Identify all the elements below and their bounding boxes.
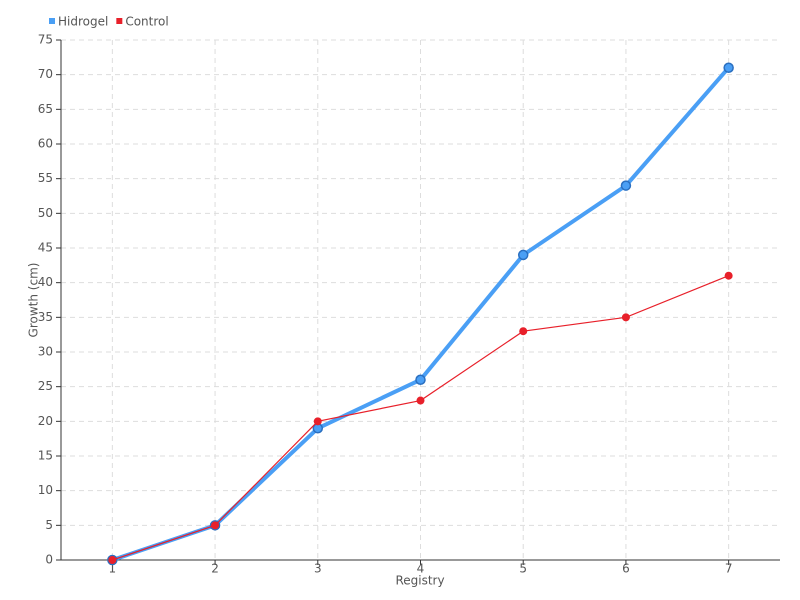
data-point <box>108 556 117 564</box>
y-tick-label: 10 <box>38 483 53 497</box>
data-point <box>313 417 322 426</box>
data-point <box>620 180 632 191</box>
y-tick-label: 40 <box>38 275 53 289</box>
x-tick-label: 4 <box>417 562 425 576</box>
data-point <box>415 374 426 385</box>
y-tick-label: 45 <box>38 241 53 255</box>
data-point <box>621 313 630 322</box>
data-point <box>723 62 734 73</box>
y-tick-label: 25 <box>38 379 53 393</box>
x-tick-label: 2 <box>211 562 219 576</box>
x-tick-label: 6 <box>622 562 630 576</box>
x-tick-label: 5 <box>519 562 527 576</box>
y-tick-label: 70 <box>38 67 53 81</box>
legend-label: Hidrogel <box>58 15 108 29</box>
legend-swatch <box>116 18 123 24</box>
y-tick-label: 30 <box>38 345 53 359</box>
y-tick-label: 35 <box>38 310 53 324</box>
y-tick-label: 50 <box>38 206 53 220</box>
legend-swatch <box>49 18 55 24</box>
y-tick-label: 75 <box>38 33 53 47</box>
y-axis-label: Growth (cm) <box>27 263 41 338</box>
y-tick-label: 0 <box>45 553 53 567</box>
data-point <box>517 249 529 261</box>
y-tick-label: 15 <box>38 449 53 463</box>
data-point <box>519 327 528 336</box>
x-tick-label: 7 <box>725 562 733 576</box>
y-tick-label: 55 <box>38 171 53 185</box>
x-axis-label: Registry <box>395 574 444 588</box>
y-tick-label: 20 <box>38 414 53 428</box>
y-tick-label: 60 <box>38 137 53 151</box>
y-tick-label: 5 <box>45 518 53 532</box>
data-point <box>724 271 733 280</box>
data-point <box>211 521 220 530</box>
legend-label: Control <box>125 15 168 29</box>
x-tick-label: 3 <box>314 562 322 576</box>
x-tick-label: 1 <box>109 562 117 576</box>
y-tick-label: 65 <box>38 102 53 116</box>
data-point <box>416 396 425 405</box>
